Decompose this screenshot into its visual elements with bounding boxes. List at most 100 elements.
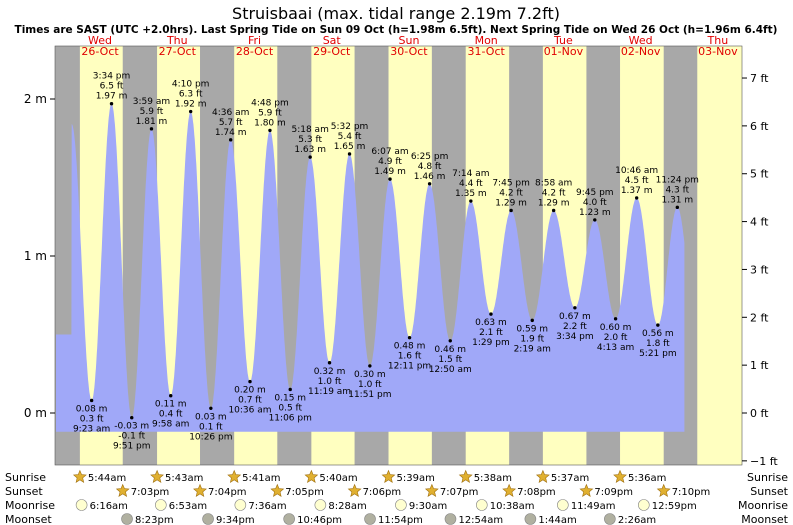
sun-icon — [381, 469, 396, 483]
row-time: 12:59pm — [652, 501, 697, 512]
day-header-name: Thu — [707, 34, 729, 47]
chart-title: Struisbaai (max. tidal range 2.19m 7.2ft… — [232, 4, 560, 23]
tide-label-feet: 1.0 ft — [318, 377, 342, 387]
tide-label-feet: 4.2 ft — [542, 188, 566, 198]
tide-label-metres: 1.80 m — [254, 118, 286, 128]
tide-point — [228, 138, 233, 142]
y-left-tick-label: 0 m — [24, 406, 47, 420]
tide-label-time: 7:14 am — [452, 169, 489, 179]
moon-icon — [75, 499, 88, 511]
moon-icon — [283, 513, 295, 525]
tide-label-feet: 2.0 ft — [604, 333, 628, 343]
day-header-name: Wed — [88, 34, 112, 47]
day-header-name: Sun — [398, 34, 419, 47]
tide-label-feet: 4.5 ft — [625, 176, 649, 186]
tide-label-metres: 0.67 m — [559, 312, 591, 322]
tide-label-metres: 0.20 m — [234, 386, 266, 396]
tide-label-feet: 5.7 ft — [219, 118, 243, 128]
y-right-tick-label: 6 ft — [750, 120, 769, 133]
tide-label-time: 1:29 pm — [472, 338, 510, 348]
tide-point — [448, 339, 452, 343]
row-time: 7:04pm — [208, 487, 247, 498]
moon-icon — [557, 499, 569, 511]
tide-label-time: 11:24 pm — [656, 175, 699, 185]
moon-icon — [638, 499, 650, 511]
tide-label-time: 5:32 pm — [331, 122, 369, 132]
row-label-right: Moonrise — [738, 499, 788, 512]
row-time: 5:44am — [88, 473, 126, 484]
day-header-date: 31-Oct — [468, 45, 506, 58]
tide-point — [551, 208, 556, 213]
row-time: 5:37am — [551, 473, 589, 484]
y-left-tick-label: 2 m — [24, 92, 47, 106]
day-header-date: 28-Oct — [236, 45, 274, 58]
row-label-left: Moonset — [5, 513, 52, 525]
sun-icon — [535, 469, 550, 483]
sun-icon — [193, 483, 207, 497]
tide-label-metres: 0.32 m — [314, 367, 346, 377]
day-header-date: 29-Oct — [313, 45, 351, 58]
sun-icon — [424, 483, 439, 497]
row-time: 7:05pm — [285, 487, 324, 498]
tide-point — [149, 127, 154, 131]
y-left-tick-label: 1 m — [24, 249, 47, 263]
daylight-band — [697, 46, 742, 465]
tide-point — [427, 182, 432, 186]
moon-icon — [395, 499, 407, 511]
sun-icon — [458, 469, 473, 483]
row-time: 5:36am — [628, 473, 666, 484]
day-header-date: 30-Oct — [390, 45, 428, 58]
tide-label-time: 3:34 pm — [556, 332, 594, 342]
tide-label-time: 9:45 pm — [576, 188, 614, 198]
tide-label-time: 7:45 pm — [492, 178, 530, 188]
tide-label-feet: 5.9 ft — [140, 107, 164, 117]
tide-label-feet: 4.0 ft — [583, 198, 607, 208]
tide-label-metres: 0.11 m — [155, 400, 187, 410]
tide-label-feet: 1.0 ft — [358, 380, 382, 390]
tide-point — [509, 208, 513, 213]
sun-icon — [270, 483, 285, 497]
row-time: 7:03pm — [131, 487, 170, 498]
tide-label-metres: 0.48 m — [394, 342, 426, 352]
tide-label-feet: 5.4 ft — [338, 132, 362, 142]
chart-subtitle: Times are SAST (UTC +2.0hrs). Last Sprin… — [15, 24, 778, 36]
tide-label-feet: 0.4 ft — [159, 410, 183, 420]
tide-label-feet: 1.6 ft — [398, 352, 422, 362]
day-header-date: 26-Oct — [81, 45, 119, 58]
day-header-name: Thu — [166, 34, 188, 47]
tide-label-time: 8:58 am — [535, 178, 572, 188]
tide-label-time: 9:51 pm — [113, 442, 151, 452]
tide-point — [347, 152, 352, 156]
row-label-right: Sunset — [750, 485, 788, 498]
tide-label-metres: 1.37 m — [621, 186, 653, 196]
tide-point — [634, 196, 639, 200]
moon-icon — [314, 499, 327, 511]
day-header-name: Tue — [553, 34, 573, 47]
sun-icon — [656, 483, 671, 497]
row-time: 9:34pm — [216, 515, 255, 525]
y-right-tick-label: 4 ft — [750, 216, 769, 229]
row-time: 10:46pm — [297, 515, 342, 525]
sun-icon — [115, 483, 130, 497]
tide-label-metres: 0.08 m — [76, 404, 108, 414]
tide-label-metres: -0.03 m — [114, 422, 149, 432]
tide-point — [130, 416, 134, 420]
row-time: 5:41am — [242, 473, 280, 484]
tide-point — [656, 323, 660, 327]
tide-point — [169, 394, 173, 398]
tide-point — [613, 317, 618, 321]
tide-label-time: 11:06 pm — [269, 413, 312, 423]
tide-label-metres: 1.92 m — [175, 100, 207, 110]
y-right-tick-label: −1 ft — [750, 455, 778, 468]
day-header-date: 01-Nov — [544, 45, 584, 58]
y-right-tick-label: 5 ft — [750, 168, 769, 181]
row-time: 2:26am — [618, 515, 656, 525]
tide-point — [308, 155, 312, 159]
y-right-tick-label: 3 ft — [750, 263, 769, 276]
row-label-right: Moonset — [741, 513, 788, 525]
day-header-name: Sat — [323, 34, 342, 47]
tide-label-metres: 1.29 m — [495, 198, 527, 208]
tide-point — [593, 218, 597, 222]
tide-label-time: 12:50 am — [429, 365, 472, 375]
